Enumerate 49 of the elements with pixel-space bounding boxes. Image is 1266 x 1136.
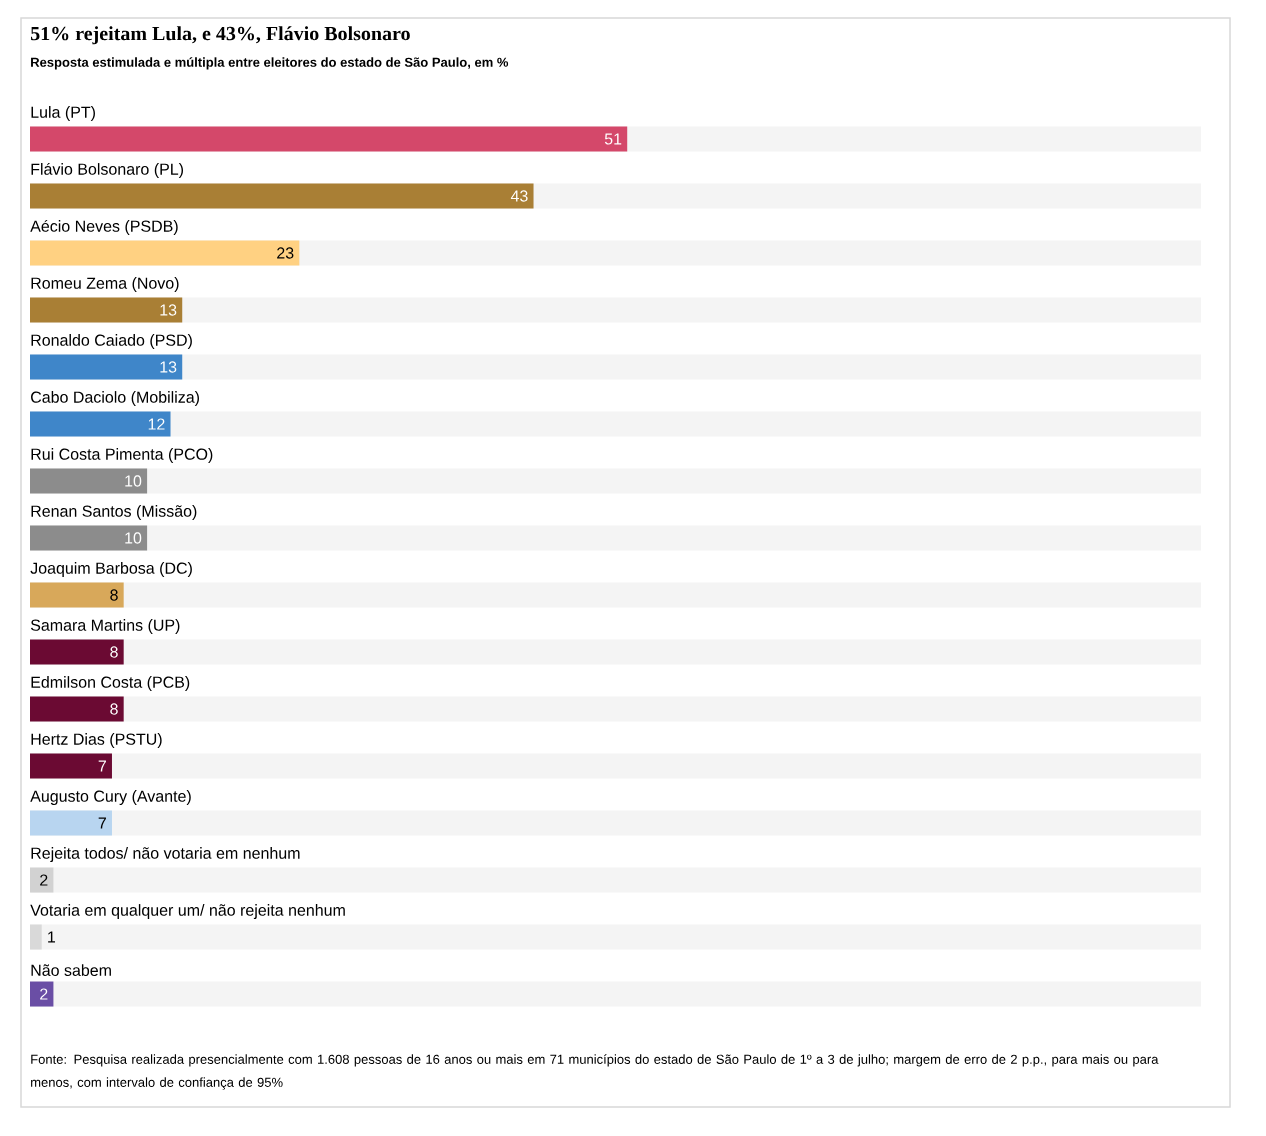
data-label: 13 [160, 304, 177, 316]
y-tick-label: Renan Santos (Missão) [31, 505, 197, 520]
y-tick-label: Não sabem [31, 964, 111, 976]
data-label: 12 [148, 418, 165, 430]
bar [30, 639, 124, 665]
y-tick-label: Flávio Bolsonaro (PL) [31, 162, 184, 178]
source-note: Fonte: Pesquisa realizada presencialmente com 1.608 pessoas de 16 anos ou mais em 71 municípios do estado de São Paulo de 1º a 3 de julho; margem de erro de 2 p.p., para mais ou para menos, com intervalo de confiança de 95% [31, 1054, 1159, 1090]
bar [30, 582, 124, 608]
bar [30, 240, 300, 266]
bar [30, 354, 183, 380]
bar [30, 468, 148, 494]
data-label: 43 [510, 190, 528, 202]
data-label: 8 [110, 589, 118, 601]
data-label: 51 [604, 133, 622, 145]
y-tick-label: Lula (PT) [31, 106, 95, 121]
data-label: 2 [40, 874, 48, 886]
y-tick-label: Samara Martins (UP) [30, 619, 180, 634]
y-tick-label: Edmilson Costa (PCB) [31, 676, 190, 691]
data-label: 10 [125, 475, 142, 487]
data-label: 8 [110, 646, 118, 658]
y-tick-label: Aécio Neves (PSDB) [30, 219, 178, 235]
data-label: 2 [40, 988, 48, 1000]
y-tick-label: Augusto Cury (Avante) [30, 790, 191, 805]
chart-subtitle: Resposta estimulada e múltipla entre eleitores do estado de São Paulo, em % [31, 57, 509, 70]
data-label: 7 [98, 817, 106, 829]
data-label: 23 [277, 247, 294, 259]
y-tick-label: Romeu Zema (Novo) [31, 277, 179, 292]
data-label: 8 [110, 703, 118, 715]
y-tick-label: Rui Costa Pimenta (PCO) [31, 448, 213, 463]
y-tick-label: Cabo Daciolo (Mobiliza) [31, 391, 199, 406]
bar [30, 867, 54, 893]
chart-title: 51% rejeitam Lula, e 43%, Flávio Bolsonaro [31, 26, 410, 45]
bar [30, 753, 112, 779]
bar [30, 924, 42, 950]
bar [30, 297, 183, 323]
data-label: 1 [48, 931, 56, 943]
data-label: 7 [98, 760, 106, 772]
y-tick-label: Votaria em qualquer um/ não rejeita nenhum [30, 904, 345, 919]
bar [30, 696, 124, 722]
bar [30, 810, 112, 836]
y-tick-label: Hertz Dias (PSTU) [31, 733, 162, 748]
bar [30, 525, 148, 551]
data-label: 13 [160, 361, 177, 373]
y-tick-label: Joaquim Barbosa (DC) [30, 562, 192, 577]
bar [30, 981, 54, 1007]
data-label: 10 [125, 532, 142, 544]
y-tick-label: Rejeita todos/ não votaria em nenhum [31, 847, 300, 862]
bar [30, 411, 171, 437]
y-tick-label: Ronaldo Caiado (PSD) [31, 334, 192, 349]
